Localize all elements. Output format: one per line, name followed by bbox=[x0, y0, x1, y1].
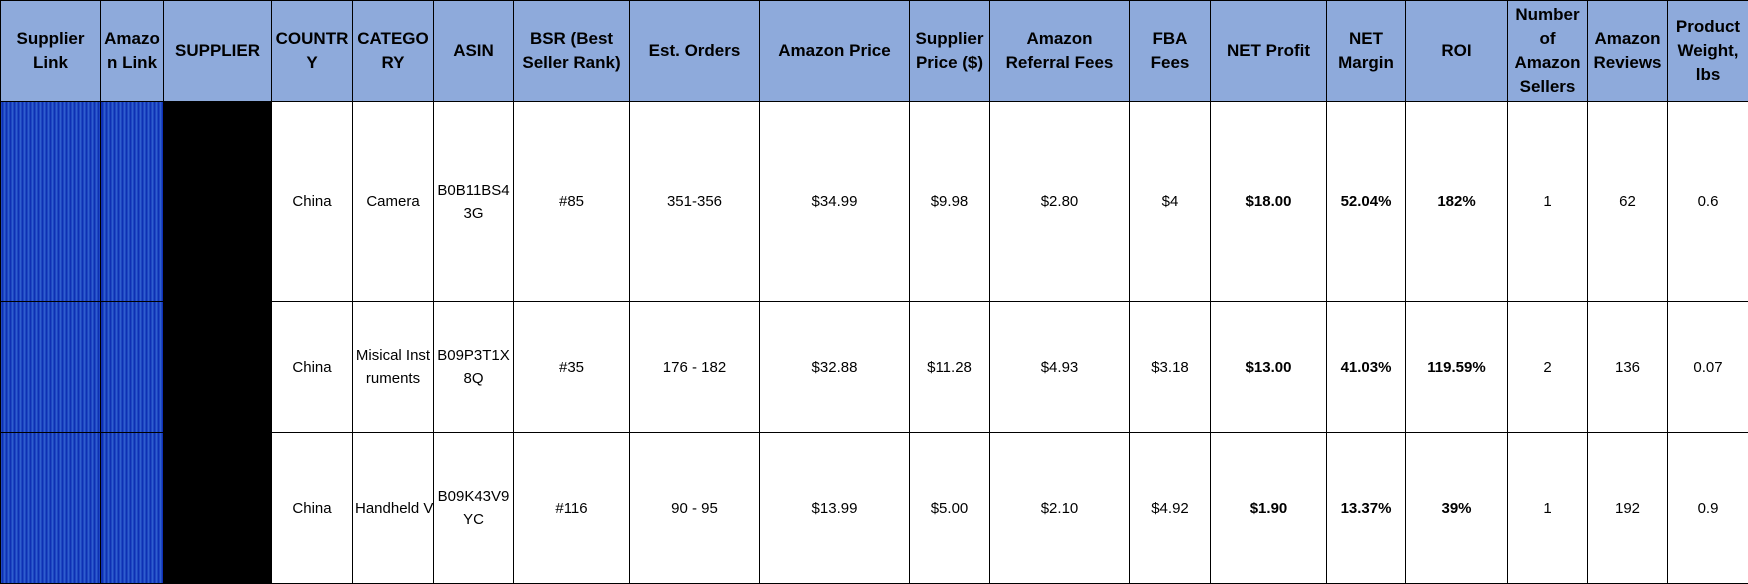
obscured-link-cell bbox=[1, 302, 101, 433]
redacted-cell bbox=[164, 433, 272, 584]
table-cell: $2.10 bbox=[990, 433, 1130, 584]
header-cell: NET Profit bbox=[1211, 1, 1327, 102]
table-cell: Camera bbox=[353, 102, 434, 302]
obscured-link-cell bbox=[101, 102, 164, 302]
table-cell: Handheld V bbox=[353, 433, 434, 584]
table-cell: $18.00 bbox=[1211, 102, 1327, 302]
header-cell: Number of Amazon Sellers bbox=[1508, 1, 1588, 102]
header-cell: SUPPLIER bbox=[164, 1, 272, 102]
table-cell: 41.03% bbox=[1327, 302, 1406, 433]
header-cell: CATEGORY bbox=[353, 1, 434, 102]
table-cell: 136 bbox=[1588, 302, 1668, 433]
table-cell: 1 bbox=[1508, 433, 1588, 584]
header-cell: BSR (Best Seller Rank) bbox=[514, 1, 630, 102]
table-cell: China bbox=[272, 102, 353, 302]
header-cell: Est. Orders bbox=[630, 1, 760, 102]
table-cell: 39% bbox=[1406, 433, 1508, 584]
table-cell: $5.00 bbox=[910, 433, 990, 584]
table-cell: 13.37% bbox=[1327, 433, 1406, 584]
header-cell: ASIN bbox=[434, 1, 514, 102]
obscured-link-cell bbox=[101, 302, 164, 433]
table-cell: 52.04% bbox=[1327, 102, 1406, 302]
table-cell: $13.00 bbox=[1211, 302, 1327, 433]
header-cell: Amazon Referral Fees bbox=[990, 1, 1130, 102]
redacted-cell bbox=[164, 102, 272, 302]
header-cell: Amazon Price bbox=[760, 1, 910, 102]
table-cell: 176 - 182 bbox=[630, 302, 760, 433]
table-cell: $4.92 bbox=[1130, 433, 1211, 584]
obscured-link-cell bbox=[101, 433, 164, 584]
header-cell: Product Weight, lbs bbox=[1668, 1, 1748, 102]
header-cell: Supplier Price ($) bbox=[910, 1, 990, 102]
header-cell: FBA Fees bbox=[1130, 1, 1211, 102]
header-cell: ROI bbox=[1406, 1, 1508, 102]
table-cell: $4 bbox=[1130, 102, 1211, 302]
table-cell: B09P3T1X8Q bbox=[434, 302, 514, 433]
table-cell: $2.80 bbox=[990, 102, 1130, 302]
table-cell: 62 bbox=[1588, 102, 1668, 302]
table-cell: $3.18 bbox=[1130, 302, 1211, 433]
table-cell: $1.90 bbox=[1211, 433, 1327, 584]
header-cell: Amazon Reviews bbox=[1588, 1, 1668, 102]
table-cell: 119.59% bbox=[1406, 302, 1508, 433]
table-cell: $11.28 bbox=[910, 302, 990, 433]
header-cell: NET Margin bbox=[1327, 1, 1406, 102]
table-cell: #35 bbox=[514, 302, 630, 433]
table-cell: Misical Instruments bbox=[353, 302, 434, 433]
table-cell: $13.99 bbox=[760, 433, 910, 584]
table-cell: B0B11BS43G bbox=[434, 102, 514, 302]
table-cell: #116 bbox=[514, 433, 630, 584]
table-cell: 192 bbox=[1588, 433, 1668, 584]
table-cell: #85 bbox=[514, 102, 630, 302]
table-cell: $9.98 bbox=[910, 102, 990, 302]
redacted-cell bbox=[164, 302, 272, 433]
obscured-link-cell bbox=[1, 433, 101, 584]
table-cell: China bbox=[272, 433, 353, 584]
header-cell: Amazon Link bbox=[101, 1, 164, 102]
table-cell: $32.88 bbox=[760, 302, 910, 433]
obscured-link-cell bbox=[1, 102, 101, 302]
table-cell: 1 bbox=[1508, 102, 1588, 302]
table-cell: 182% bbox=[1406, 102, 1508, 302]
table-cell: China bbox=[272, 302, 353, 433]
table-cell: $34.99 bbox=[760, 102, 910, 302]
table-cell: 0.07 bbox=[1668, 302, 1748, 433]
table-cell: 2 bbox=[1508, 302, 1588, 433]
table-cell: 0.6 bbox=[1668, 102, 1748, 302]
table-cell: B09K43V9YC bbox=[434, 433, 514, 584]
table-cell: 90 - 95 bbox=[630, 433, 760, 584]
header-cell: Supplier Link bbox=[1, 1, 101, 102]
table-cell: 351-356 bbox=[630, 102, 760, 302]
table-cell: 0.9 bbox=[1668, 433, 1748, 584]
header-cell: COUNTRY bbox=[272, 1, 353, 102]
table-cell: $4.93 bbox=[990, 302, 1130, 433]
